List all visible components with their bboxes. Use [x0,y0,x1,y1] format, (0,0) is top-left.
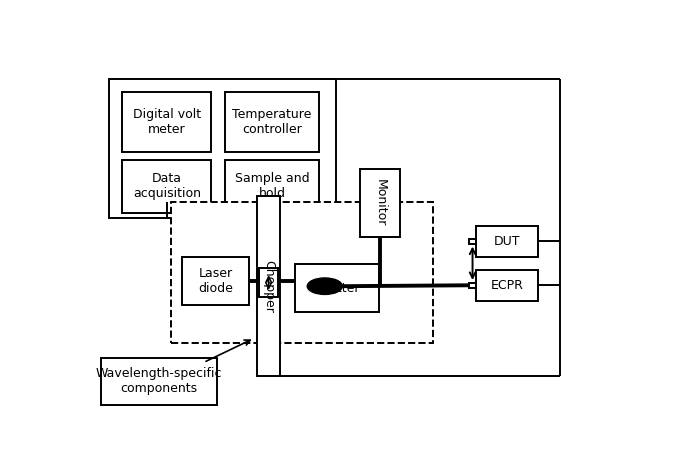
FancyBboxPatch shape [469,239,476,244]
FancyBboxPatch shape [476,270,538,301]
FancyBboxPatch shape [225,92,319,152]
Text: Data
acquisition: Data acquisition [133,172,201,200]
FancyBboxPatch shape [122,160,211,213]
FancyBboxPatch shape [360,169,401,237]
Text: Laser
diode: Laser diode [198,267,233,295]
FancyBboxPatch shape [122,92,211,152]
Text: Monitor: Monitor [374,179,387,227]
FancyBboxPatch shape [109,79,336,218]
FancyBboxPatch shape [259,268,278,297]
Text: Splitter: Splitter [314,281,360,295]
FancyBboxPatch shape [171,202,433,343]
FancyBboxPatch shape [295,264,379,312]
FancyBboxPatch shape [100,357,217,406]
FancyBboxPatch shape [469,283,476,288]
Text: Chopper: Chopper [262,260,275,313]
FancyBboxPatch shape [182,257,250,305]
Ellipse shape [307,278,342,295]
FancyBboxPatch shape [225,160,319,213]
Text: Digital volt
meter: Digital volt meter [132,108,201,136]
Text: Temperature
controller: Temperature controller [232,108,312,136]
FancyBboxPatch shape [257,197,280,376]
Text: Wavelength-specific
components: Wavelength-specific components [95,367,222,396]
Text: Sample and
hold: Sample and hold [235,172,309,200]
Text: ECPR: ECPR [491,279,523,292]
Text: DUT: DUT [494,235,521,248]
FancyBboxPatch shape [476,226,538,257]
